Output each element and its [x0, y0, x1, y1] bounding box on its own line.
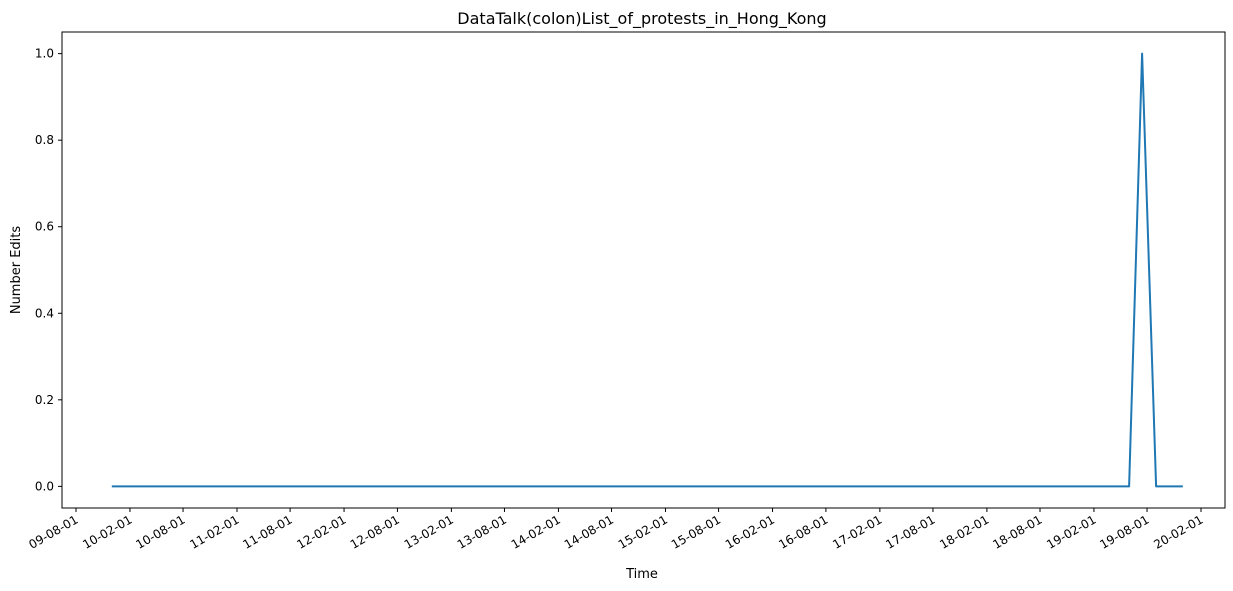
y-axis-label: Number Edits [9, 226, 24, 315]
x-tick-label: 18-08-01 [990, 512, 1044, 551]
x-tick-label: 19-02-01 [1044, 512, 1098, 551]
x-tick-label: 16-08-01 [776, 512, 830, 551]
chart-title: DataTalk(colon)List_of_protests_in_Hong_… [457, 9, 826, 29]
y-tick-label: 0.4 [35, 306, 54, 320]
x-tick-label: 09-08-01 [26, 512, 80, 551]
x-axis-label: Time [625, 567, 658, 582]
y-tick-label: 0.0 [35, 479, 54, 493]
y-tick-label: 1.0 [35, 47, 54, 61]
x-tick-label: 12-08-01 [348, 512, 402, 551]
x-tick-label: 19-08-01 [1097, 512, 1151, 551]
x-tick-label: 10-08-01 [133, 512, 187, 551]
x-tick-label: 16-02-01 [723, 512, 777, 551]
x-tick-label: 12-02-01 [294, 512, 348, 551]
x-tick-label: 14-08-01 [562, 512, 616, 551]
x-tick-label: 17-08-01 [883, 512, 937, 551]
series-line [111, 52, 1183, 488]
x-tick-label: 14-02-01 [509, 512, 563, 551]
y-axis: 0.0 0.2 0.4 0.6 0.8 1.0 [35, 47, 62, 493]
plot-area [61, 31, 1226, 509]
y-tick-label: 0.6 [35, 220, 54, 234]
x-tick-label: 15-08-01 [669, 512, 723, 551]
x-tick-label: 11-02-01 [187, 512, 241, 551]
x-tick-label: 17-02-01 [830, 512, 884, 551]
x-tick-label: 11-08-01 [240, 512, 294, 551]
x-tick-label: 15-02-01 [616, 512, 670, 551]
y-tick-label: 0.8 [35, 133, 54, 147]
x-tick-label: 13-02-01 [402, 512, 456, 551]
x-tick-label: 10-02-01 [80, 512, 134, 551]
y-tick-label: 0.2 [35, 393, 54, 407]
plot-lines [111, 52, 1183, 488]
x-tick-label: 20-02-01 [1151, 512, 1205, 551]
x-tick-label: 18-02-01 [937, 512, 991, 551]
x-tick-label: 13-08-01 [455, 512, 509, 551]
